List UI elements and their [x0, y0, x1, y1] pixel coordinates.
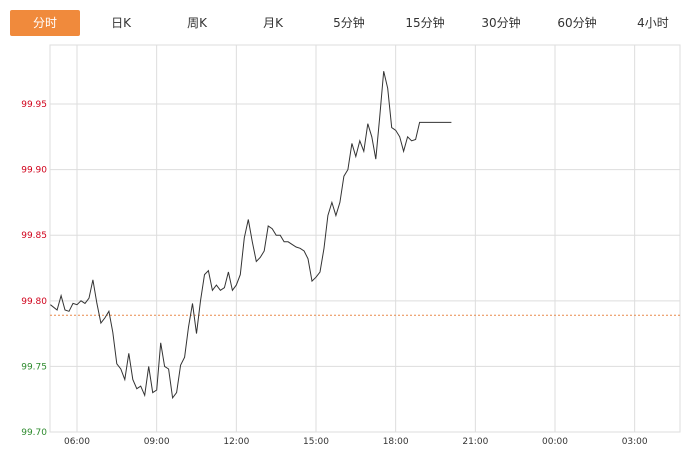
x-tick-label: 00:00: [542, 437, 568, 447]
tab-monthly-k[interactable]: 月K: [263, 16, 283, 30]
tab-intraday[interactable]: 分时: [10, 10, 80, 36]
x-tick-label: 12:00: [223, 437, 249, 447]
x-tick-label: 03:00: [622, 437, 648, 447]
x-tick-label: 15:00: [303, 437, 329, 447]
x-tick-label: 09:00: [144, 437, 170, 447]
tab-weekly-k[interactable]: 周K: [187, 16, 207, 30]
y-tick-label: 99.85: [21, 231, 47, 241]
x-tick-label: 18:00: [383, 437, 409, 447]
tab-60min[interactable]: 60分钟: [557, 16, 597, 30]
tab-5min[interactable]: 5分钟: [333, 16, 365, 30]
tab-4hour[interactable]: 4小时: [637, 16, 669, 30]
y-tick-label: 99.95: [21, 100, 47, 110]
y-tick-label: 99.90: [21, 166, 47, 176]
x-tick-label: 21:00: [462, 437, 488, 447]
tab-30min[interactable]: 30分钟: [481, 16, 521, 30]
y-tick-label: 99.80: [21, 297, 47, 307]
plot-frame: [49, 44, 681, 433]
timeframe-tabs: 分时 日K 周K 月K 5分钟 15分钟 30分钟 60分钟 4小时: [10, 10, 680, 36]
y-tick-label: 99.70: [21, 428, 47, 438]
price-line: [50, 71, 452, 400]
tab-15min[interactable]: 15分钟: [405, 16, 445, 30]
x-tick-label: 06:00: [64, 437, 90, 447]
y-tick-label: 99.75: [21, 362, 47, 372]
tab-daily-k[interactable]: 日K: [111, 16, 131, 30]
